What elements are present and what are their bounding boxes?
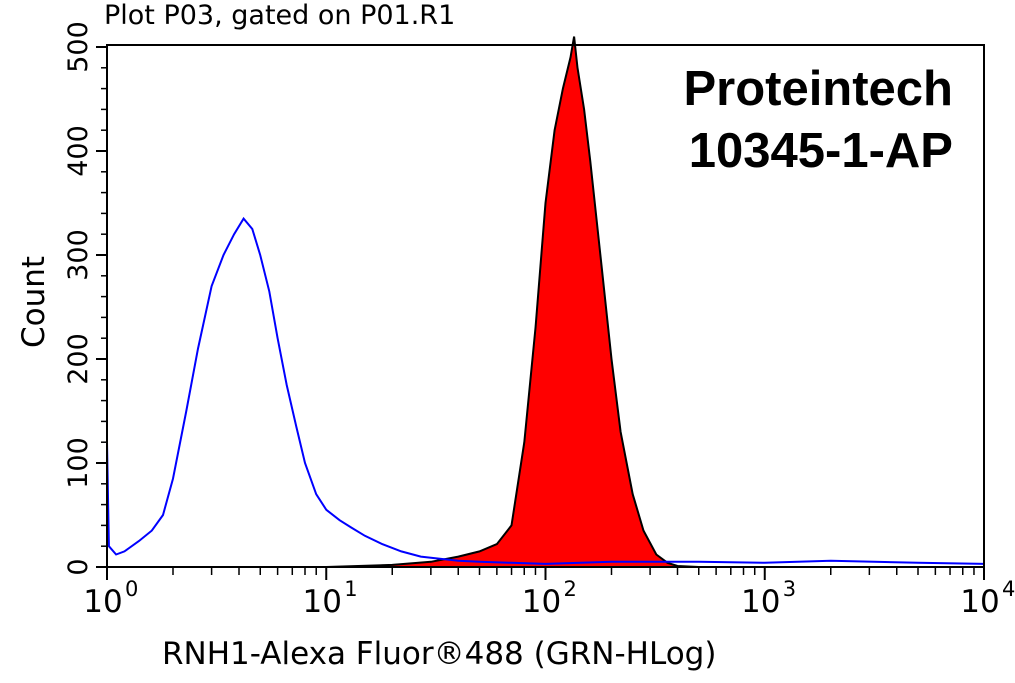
brand-name: Proteintech — [683, 62, 953, 116]
chart-title: Plot P03, gated on P01.R1 — [104, 0, 456, 31]
svg-text:3: 3 — [783, 577, 796, 601]
svg-text:2: 2 — [564, 577, 577, 601]
x-tick-label: 10 — [83, 584, 122, 620]
y-tick-label: 400 — [63, 125, 94, 177]
y-tick-label: 500 — [63, 21, 94, 73]
y-axis: 0 100 200 300 400 500 — [63, 21, 107, 576]
y-tick-label: 100 — [63, 437, 94, 489]
svg-text:1: 1 — [344, 577, 357, 601]
x-tick-label: 10 — [303, 584, 342, 620]
y-tick-label: 200 — [63, 333, 94, 385]
svg-text:4: 4 — [1002, 577, 1015, 601]
x-tick-label: 10 — [522, 584, 561, 620]
catalog-number: 10345-1-AP — [688, 124, 953, 178]
x-tick-label: 10 — [741, 584, 780, 620]
y-tick-label: 0 — [63, 558, 94, 575]
plot-area — [106, 36, 985, 568]
svg-text:0: 0 — [125, 577, 138, 601]
x-axis: 10 0 10 1 10 2 10 3 10 4 — [83, 567, 1015, 620]
x-tick-label: 10 — [960, 584, 999, 620]
y-axis-label: Count — [16, 255, 52, 348]
sample-histogram — [107, 36, 984, 568]
y-tick-label: 300 — [63, 229, 94, 281]
control-histogram — [106, 216, 985, 567]
brand-annotation: Proteintech 10345-1-AP — [683, 58, 953, 182]
x-axis-label: RNH1-Alexa Fluor®488 (GRN-HLog) — [162, 636, 717, 672]
